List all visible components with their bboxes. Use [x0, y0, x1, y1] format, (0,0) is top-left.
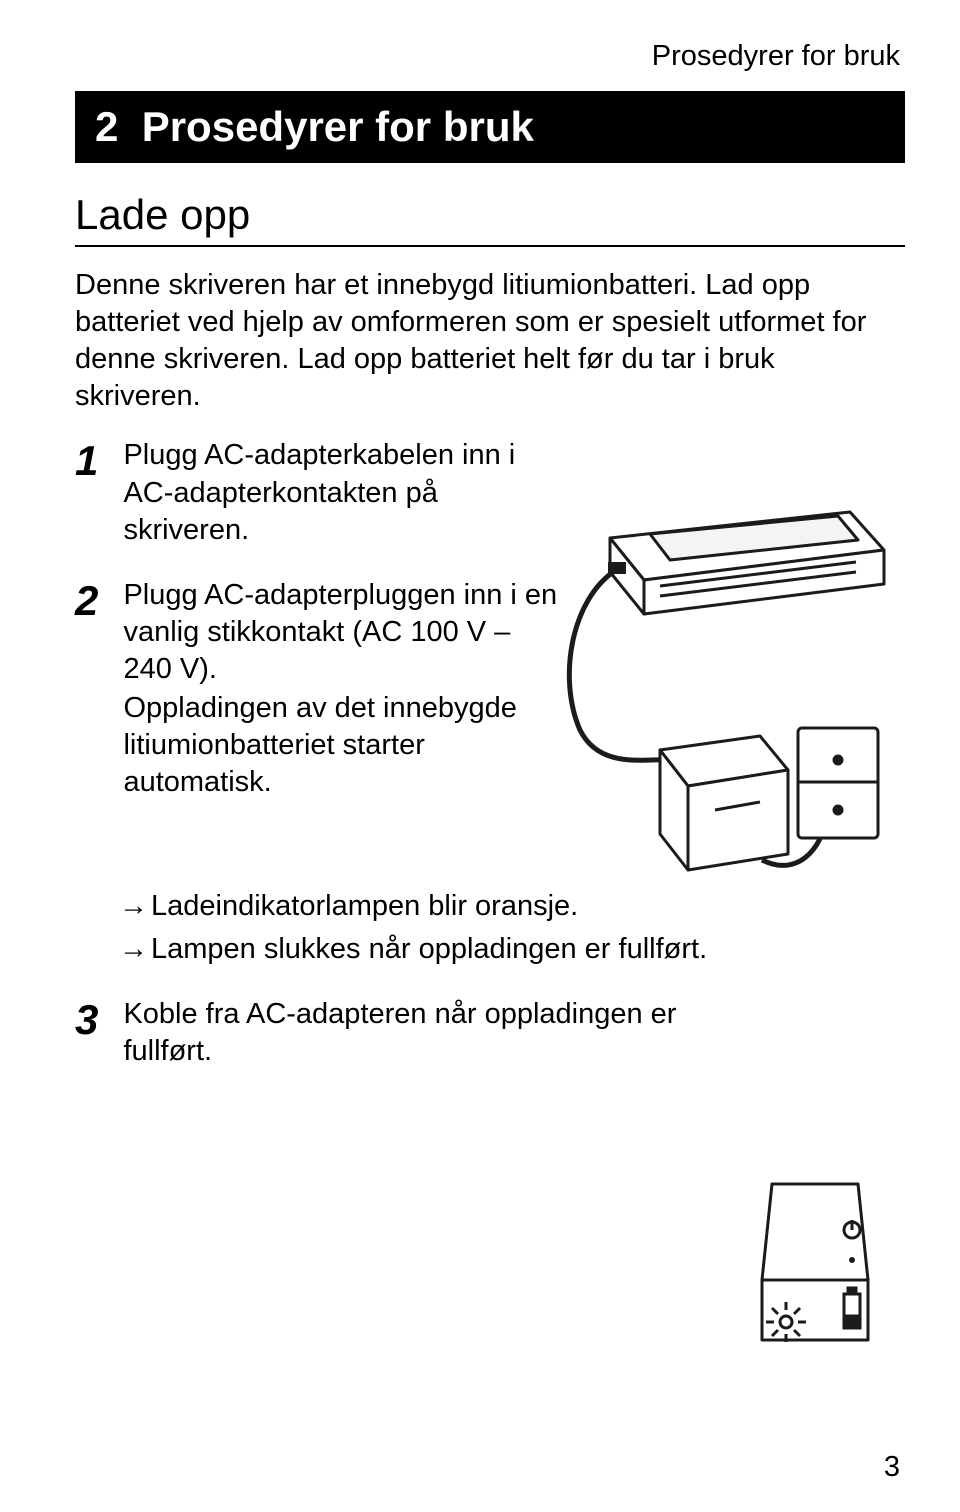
charging-diagram	[550, 510, 890, 940]
step-number: 3	[75, 996, 119, 1044]
page-number: 3	[884, 1451, 900, 1484]
step-body: Koble fra AC-adapteren når oppladingen e…	[123, 996, 743, 1070]
arrow-icon: →	[119, 887, 151, 925]
indicator-diagram	[750, 1180, 880, 1360]
step-number: 2	[75, 577, 119, 625]
step-note: Oppladingen av det innebygde litiumionba…	[123, 690, 563, 801]
step-body: Plugg AC-adapterpluggen inn i en vanlig …	[123, 577, 563, 802]
arrow-icon: →	[119, 930, 151, 968]
page-header-right: Prosedyrer for bruk	[75, 40, 905, 73]
step-body: Plugg AC-adapterkabelen inn i AC-adapter…	[123, 437, 563, 548]
chapter-title: 2 Prosedyrer for bruk	[75, 91, 905, 163]
step-number: 1	[75, 437, 119, 485]
section-title: Lade opp	[75, 191, 905, 247]
chapter-number: 2	[95, 103, 118, 150]
intro-paragraph: Denne skriveren har et innebygd litiumio…	[75, 267, 905, 415]
arrow-text: Ladeindikatorlampen blir oransje.	[151, 887, 578, 925]
step-3: 3 Koble fra AC-adapteren når oppladingen…	[75, 996, 905, 1070]
step-body-text: Plugg AC-adapterpluggen inn i en vanlig …	[123, 579, 557, 685]
chapter-title-text: Prosedyrer for bruk	[142, 103, 534, 150]
